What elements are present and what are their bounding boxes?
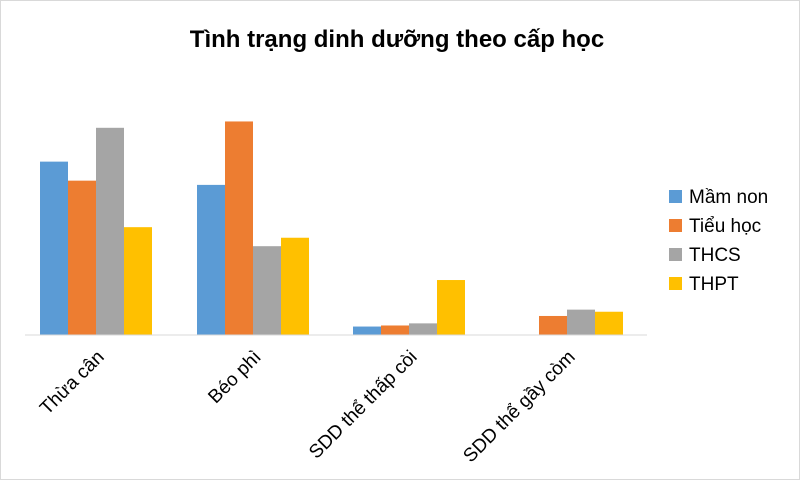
bar-4-1 (124, 227, 152, 335)
legend: Mầm non Tiểu học THCS THPT (669, 187, 768, 295)
x-tick-label: SDD thể gầy còm (459, 347, 579, 467)
legend-swatch (669, 190, 682, 203)
legend-label: THPT (689, 274, 739, 295)
x-tick-labels: Thừa cân Béo phì SDD thể thấp còi SDD thể g… (36, 347, 579, 467)
bar-2-2 (225, 121, 253, 335)
bar-3-2 (253, 246, 281, 335)
bar-1-2 (197, 184, 225, 335)
bar-4-4 (595, 311, 623, 335)
bar-2-4 (539, 315, 567, 335)
bar-3-1 (96, 127, 124, 335)
bar-1-3 (353, 326, 381, 335)
legend-label: Tiểu học (689, 216, 761, 237)
chart-title: Tình trạng dinh dưỡng theo cấp học (190, 26, 604, 53)
legend-swatch (669, 219, 682, 232)
x-tick-label: Béo phì (204, 347, 265, 408)
bar-4-2 (281, 237, 309, 335)
bar-3-4 (567, 309, 595, 335)
legend-label: THCS (689, 245, 741, 266)
legend-swatch (669, 248, 682, 261)
x-tick-label: SDD thể thấp còi (305, 347, 421, 463)
x-tick-label: Thừa cân (36, 347, 108, 419)
bar-4-3 (437, 280, 465, 335)
legend-label: Mầm non (689, 187, 768, 208)
bar-1-1 (40, 161, 68, 335)
bar-2-3 (381, 325, 409, 335)
bars-group (40, 121, 623, 335)
bar-3-3 (409, 323, 437, 335)
legend-swatch (669, 277, 682, 290)
bar-2-1 (68, 180, 96, 335)
